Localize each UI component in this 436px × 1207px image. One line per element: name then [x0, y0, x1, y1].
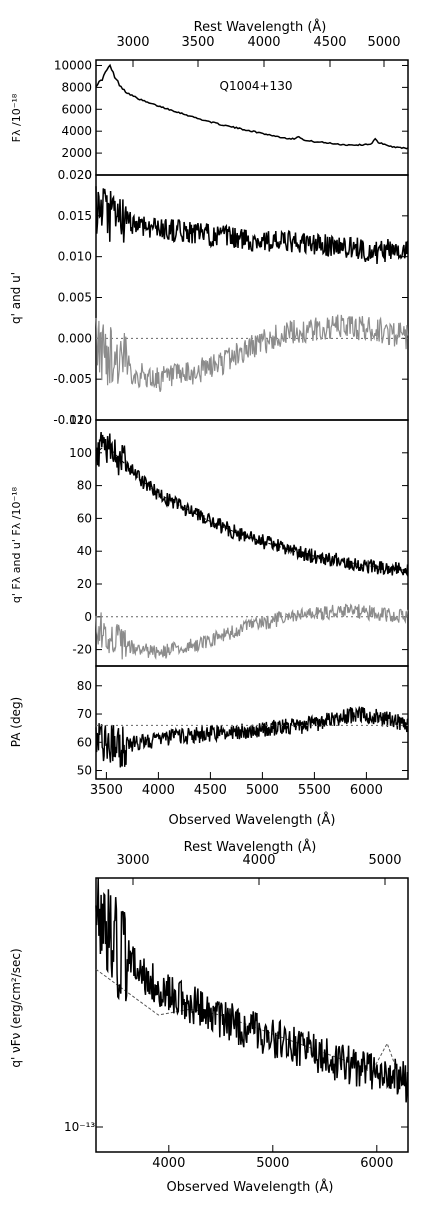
- x-tick-label: 4500: [194, 783, 227, 798]
- y-tick-label: 80: [77, 679, 92, 693]
- x-tick-label: 3500: [90, 783, 123, 798]
- y-tick-label: -0.010: [53, 413, 92, 427]
- x-tick-label: 4000: [152, 1156, 185, 1171]
- top-tick-label: 5000: [368, 853, 401, 868]
- y-tick-label: 60: [77, 735, 92, 749]
- q-prime-line: [95, 186, 409, 265]
- y-tick-label: -20: [72, 643, 92, 657]
- flux-y-ticks: 10000 8000 6000 4000 2000 0: [54, 58, 408, 182]
- y-tick-label: 0.015: [58, 209, 92, 223]
- q-prime-flux-model-line: [95, 444, 409, 572]
- nufnu-line: [95, 878, 409, 1103]
- nufnu-top-axis-label: Rest Wavelength (Å): [184, 839, 317, 855]
- y-tick-label: 120: [69, 413, 92, 427]
- y-tick-label: 4000: [61, 124, 92, 138]
- nufnu-panel-frame: [95, 877, 409, 1153]
- q-prime-flux-line: [95, 431, 409, 577]
- flux-panel-frame: [95, 59, 409, 176]
- y-tick-label: 50: [77, 764, 92, 778]
- x-tick-label: 4000: [142, 783, 175, 798]
- polarized-flux-y-ticks: 120 100 80 60 40 20 0 -20: [69, 413, 408, 657]
- top-tick-label: 3000: [116, 35, 149, 50]
- pa-x-ticks: 3500 4000 4500 5000 5500 6000: [90, 772, 383, 798]
- pa-xlabel: Observed Wavelength (Å): [169, 812, 336, 828]
- pa-panel-frame: [95, 665, 409, 780]
- stokes-ylabel: q' and u': [9, 272, 23, 324]
- stokes-panel-frame: [95, 174, 409, 421]
- y-tick-label: 10000: [54, 58, 92, 72]
- y-tick-label: 0.020: [58, 168, 92, 182]
- y-tick-label: 0: [84, 610, 92, 624]
- y-tick-label: 100: [69, 446, 92, 460]
- nufnu-ylabel: q' νFν (erg/cm²/sec): [9, 948, 23, 1067]
- stokes-y-ticks: 0.020 0.015 0.010 0.005 0.000 -0.005 -0.010: [53, 168, 408, 427]
- pa-series: [95, 705, 409, 768]
- pa-line: [95, 705, 409, 768]
- polarized-flux-ylabel: q' Fλ and u' Fλ /10⁻¹⁸: [10, 486, 23, 603]
- nufnu-top-ticks: 3000 4000 5000: [116, 853, 402, 885]
- top-tick-label: 4000: [247, 35, 280, 50]
- y-tick-label: 8000: [61, 80, 92, 94]
- flux-ylabel: Fλ /10⁻¹⁸: [10, 93, 23, 142]
- y-tick-label: 70: [77, 707, 92, 721]
- flux-line: [95, 63, 409, 150]
- y-tick-label: 40: [77, 544, 92, 558]
- y-tick-label: 20: [77, 577, 92, 591]
- x-tick-label: 5500: [298, 783, 331, 798]
- x-tick-label: 5000: [246, 783, 279, 798]
- nufnu-ytick-label: 10⁻¹³: [64, 1120, 95, 1134]
- top-tick-label: 3500: [181, 35, 214, 50]
- y-tick-label: 80: [77, 479, 92, 493]
- u-prime-line: [95, 314, 409, 392]
- x-tick-label: 6000: [350, 783, 383, 798]
- x-tick-label: 6000: [360, 1156, 393, 1171]
- y-tick-label: 0.010: [58, 250, 92, 264]
- top-tick-label: 4500: [313, 35, 346, 50]
- y-tick-label: 2000: [61, 146, 92, 160]
- polarized-flux-series: [95, 431, 409, 661]
- flux-annotation: Q1004+130: [220, 79, 293, 93]
- flux-top-ticks: 3000 3500 4000 4500 5000: [116, 35, 401, 67]
- x-tick-label: 5000: [256, 1156, 289, 1171]
- y-tick-label: 60: [77, 511, 92, 525]
- polarized-flux-panel-frame: [95, 419, 409, 667]
- nufnu-x-ticks: 4000 5000 6000: [96, 1126, 408, 1171]
- y-tick-label: 0: [84, 168, 92, 182]
- nufnu-series: [95, 878, 409, 1103]
- u-prime-flux-line: [95, 603, 409, 661]
- flux-series: [95, 63, 409, 150]
- pa-y-ticks: 80 70 60 50: [77, 679, 408, 778]
- y-tick-label: 6000: [61, 102, 92, 116]
- pa-ylabel: PA (deg): [9, 697, 23, 747]
- top-tick-label: 4000: [242, 853, 275, 868]
- y-tick-label: 0.000: [58, 331, 92, 345]
- top-tick-label: 5000: [367, 35, 400, 50]
- top-tick-label: 3000: [116, 853, 149, 868]
- nufnu-xlabel: Observed Wavelength (Å): [167, 1179, 334, 1195]
- y-tick-label: 0.005: [58, 291, 92, 305]
- flux-top-axis-label: Rest Wavelength (Å): [194, 19, 327, 35]
- stokes-series: [95, 186, 409, 392]
- y-tick-label: -0.005: [53, 372, 92, 386]
